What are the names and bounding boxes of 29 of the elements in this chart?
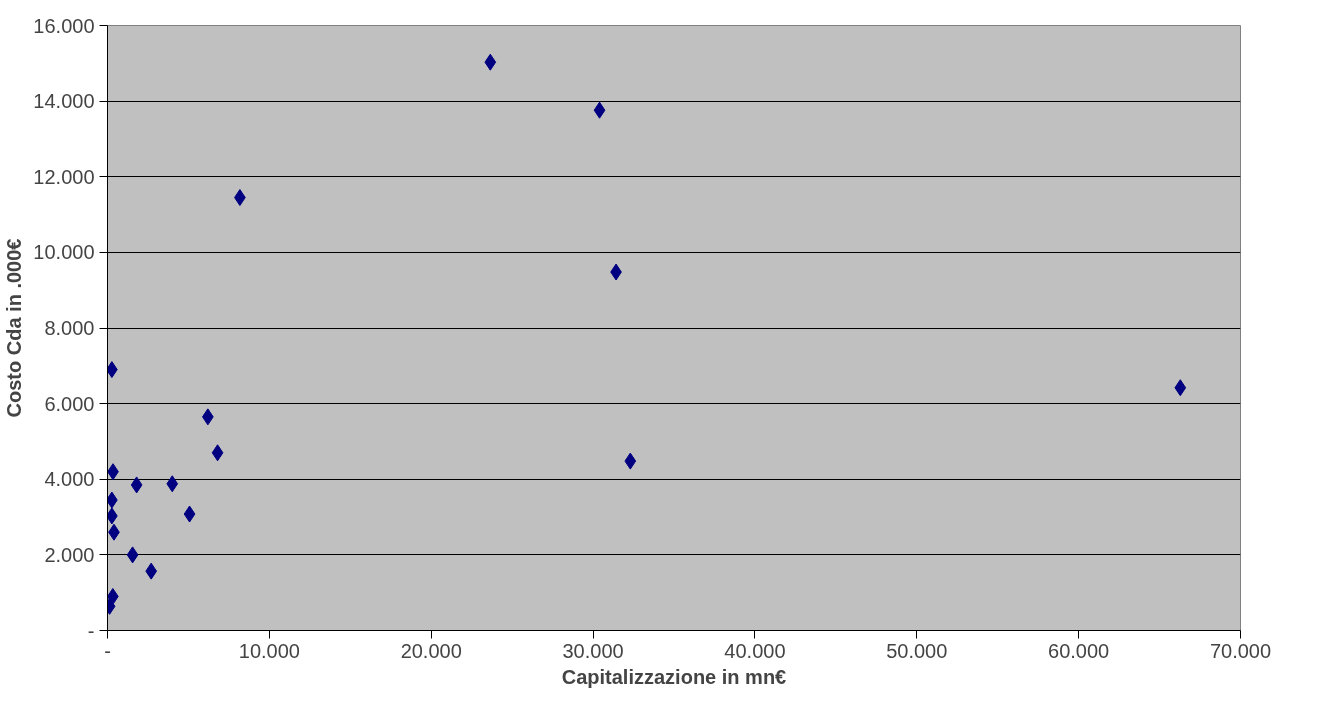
- x-tick-label: 40.000: [724, 639, 786, 662]
- x-tick-label: 10.000: [238, 639, 300, 662]
- y-tick-label: 16.000: [33, 14, 95, 37]
- y-tick-label: 4.000: [44, 468, 95, 491]
- point: [130, 476, 143, 494]
- point: [126, 546, 139, 564]
- y-tick-label: 2.000: [44, 543, 95, 566]
- x-axis-title: Capitalizzazione in mn€: [561, 665, 787, 688]
- y-tick-label: -: [87, 619, 95, 642]
- y-tick-label: 14.000: [33, 90, 95, 113]
- y-tick-label: 8.000: [44, 317, 95, 339]
- y-tick-label: 10.000: [33, 241, 95, 264]
- point: [484, 53, 497, 71]
- y-tick-label: 6.000: [44, 392, 95, 415]
- point: [1174, 379, 1187, 397]
- point: [211, 444, 224, 462]
- x-tick-label: 30.000: [562, 639, 624, 662]
- y-axis-title: Costo Cda in .000€: [3, 238, 26, 418]
- point: [593, 101, 606, 119]
- point: [145, 562, 158, 580]
- x-tick-label: 20.000: [400, 639, 462, 662]
- x-tick-label: 50.000: [886, 639, 948, 662]
- point: [183, 505, 196, 523]
- y-tick-label: 12.000: [33, 165, 95, 188]
- point: [166, 475, 179, 493]
- x-tick-label: -: [104, 639, 111, 662]
- x-tick-label: 70.000: [1209, 639, 1272, 662]
- x-tick-label: 60.000: [1048, 639, 1110, 662]
- point: [624, 452, 637, 470]
